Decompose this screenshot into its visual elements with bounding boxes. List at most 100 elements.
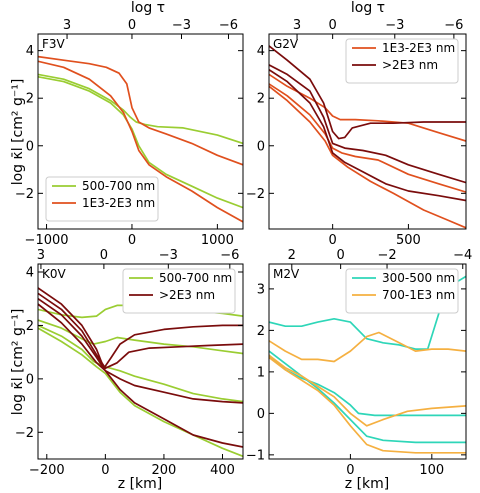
legend-label: 500-700 nm xyxy=(82,179,155,193)
x-tick-label: 500 xyxy=(396,233,421,248)
x-tick-label: −1000 xyxy=(25,233,69,248)
y-tick-label: 0 xyxy=(26,139,34,154)
y-tick-label: 0 xyxy=(257,139,265,154)
panel-m2v: 0 100 −1 0 1 2 3 2 0 −2 −4 M2V 300-500 nm 700-1E3 nm xyxy=(246,248,473,478)
top-tick-label: −3 xyxy=(172,18,191,33)
legend-label: 1E3-2E3 nm xyxy=(82,196,155,210)
series-line-5 xyxy=(38,292,243,370)
top-tick-label: 3 xyxy=(293,18,301,33)
series-line-4 xyxy=(269,354,466,427)
y-tick-label: 0 xyxy=(26,372,34,387)
axes-frame xyxy=(37,263,244,460)
panel-k0v: −200 0 200 400 −2 0 2 43 0 −3 −6 K0V 500-700 nm >2E3 … xyxy=(15,248,244,478)
top-tick-label: 3 xyxy=(37,248,45,263)
y-tick-label: −2 xyxy=(15,187,34,202)
x-axis-label-right: z [km] xyxy=(345,476,389,492)
series-line-6 xyxy=(38,297,243,404)
top-tick-label: −4 xyxy=(453,248,472,263)
legend: 300-500 nm 700-1E3 nm xyxy=(345,268,459,314)
legend: 500-700 nm 1E3-2E3 nm xyxy=(45,176,159,222)
series-line-7 xyxy=(38,303,243,448)
series-line-3 xyxy=(269,45,466,140)
legend-box xyxy=(345,38,459,84)
top-tick-label: 3 xyxy=(63,18,71,33)
legend-box xyxy=(345,268,459,314)
top-tick-label: 0 xyxy=(128,18,136,33)
y-tick-label: 0 xyxy=(257,407,265,422)
legend-label: 300-500 nm xyxy=(382,271,455,285)
panel-f3v: −1000 0 1000 −2 0 2 4 3 0 −3 −6 F3V 500-700 nm 1E3-2E… xyxy=(15,18,244,248)
series-line-1 xyxy=(269,354,466,417)
series-line-4 xyxy=(38,287,243,370)
legend-box xyxy=(45,176,159,222)
x-tick-label: 400 xyxy=(210,463,235,478)
x-tick-label: 0 xyxy=(346,463,354,478)
y-tick-label: −1 xyxy=(246,448,265,463)
series-line-1 xyxy=(38,75,243,209)
legend-label: 700-1E3 nm xyxy=(382,288,455,302)
y-tick-label: 3 xyxy=(257,282,265,297)
series-line-2 xyxy=(38,324,243,403)
top-axis-label-right: log τ xyxy=(351,0,385,16)
y-tick-label: 2 xyxy=(26,92,34,107)
x-tick-label: 1000 xyxy=(201,233,234,248)
top-tick-label: 0 xyxy=(336,248,344,263)
series-line-3 xyxy=(269,331,466,363)
legend-label: >2E3 nm xyxy=(382,58,438,72)
legend: 500-700 nm >2E3 nm xyxy=(122,268,236,314)
axes-frame xyxy=(37,33,244,230)
series-line-3 xyxy=(38,327,243,458)
x-tick-label: 200 xyxy=(152,463,177,478)
x-tick-label: 100 xyxy=(419,463,444,478)
series-line-1 xyxy=(269,83,466,193)
y-tick-label: 2 xyxy=(257,92,265,107)
top-tick-label: −6 xyxy=(444,18,463,33)
top-tick-label: −6 xyxy=(219,18,238,33)
y-tick-label: 4 xyxy=(26,266,34,281)
series-group xyxy=(38,287,243,458)
x-tick-label: 0 xyxy=(128,233,136,248)
top-tick-label: −3 xyxy=(385,18,404,33)
series-line-2 xyxy=(269,85,466,229)
axes-frame xyxy=(268,33,467,230)
legend-label: 500-700 nm xyxy=(159,271,232,285)
y-tick-label: −2 xyxy=(15,426,34,441)
top-tick-label: 0 xyxy=(329,18,337,33)
series-group xyxy=(269,275,466,454)
panel-label: F3V xyxy=(42,37,66,51)
top-tick-label: 2 xyxy=(288,248,296,263)
y-tick-label: 2 xyxy=(26,319,34,334)
panel-label: K0V xyxy=(42,267,67,281)
legend-box xyxy=(122,268,236,314)
panel-label: M2V xyxy=(273,267,300,281)
top-tick-label: −6 xyxy=(220,248,239,263)
top-axis-label-left: log τ xyxy=(131,0,165,16)
series-line-3 xyxy=(38,60,243,223)
y-tick-label: 4 xyxy=(257,44,265,59)
y-tick-label: 2 xyxy=(257,324,265,339)
y-axis-label-top: log κ̄l [cm² g⁻¹] xyxy=(10,79,26,186)
top-tick-label: −2 xyxy=(377,248,396,263)
legend-label: >2E3 nm xyxy=(159,288,215,302)
series-line-0 xyxy=(269,275,466,350)
series-group xyxy=(269,45,466,229)
series-line-0 xyxy=(269,73,466,142)
legend: 1E3-2E3 nm >2E3 nm xyxy=(345,38,459,84)
top-tick-label: −3 xyxy=(159,248,178,263)
axes-frame xyxy=(268,263,467,460)
y-tick-label: 4 xyxy=(26,44,34,59)
panel-label: G2V xyxy=(273,37,299,51)
x-tick-label: 0 xyxy=(101,463,109,478)
series-line-5 xyxy=(269,356,466,454)
panel-g2v: 0 500 −2 0 2 4 3 0 −3 −6 G2V 1E3-2E3 nm >2E3 nm xyxy=(246,18,467,248)
y-tick-label: 1 xyxy=(257,365,265,380)
series-line-4 xyxy=(269,64,466,184)
x-tick-label: −200 xyxy=(29,463,65,478)
x-axis-label-left: z [km] xyxy=(118,476,162,492)
series-line-0 xyxy=(38,73,243,145)
top-tick-label: 0 xyxy=(100,248,108,263)
x-tick-label: 0 xyxy=(329,233,337,248)
series-line-2 xyxy=(38,55,243,166)
legend-label: 1E3-2E3 nm xyxy=(382,41,455,55)
